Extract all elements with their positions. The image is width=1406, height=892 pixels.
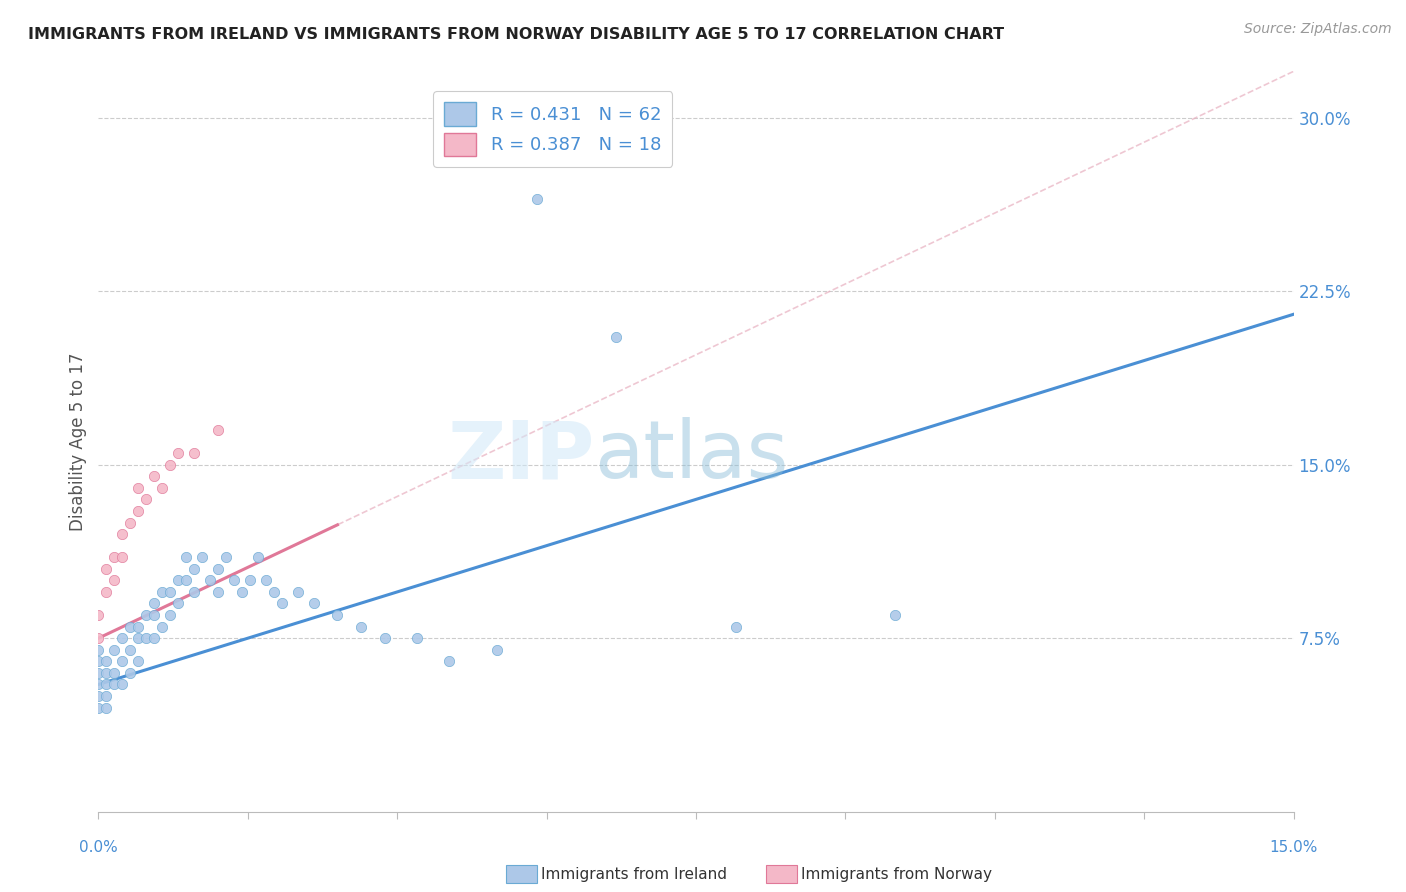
Text: 15.0%: 15.0% bbox=[1270, 840, 1317, 855]
Point bbox=[167, 574, 190, 588]
Point bbox=[263, 585, 285, 599]
Point bbox=[111, 527, 134, 541]
Text: 0.0%: 0.0% bbox=[79, 840, 118, 855]
Point bbox=[174, 574, 197, 588]
Point bbox=[207, 562, 229, 576]
Point bbox=[302, 597, 325, 611]
Point bbox=[605, 330, 627, 344]
Point bbox=[96, 665, 118, 680]
Point bbox=[111, 654, 134, 668]
Point bbox=[183, 562, 205, 576]
Point bbox=[127, 654, 149, 668]
Point bbox=[103, 574, 125, 588]
Point bbox=[183, 446, 205, 460]
Point bbox=[143, 608, 166, 623]
Point bbox=[222, 574, 245, 588]
Point bbox=[120, 665, 142, 680]
Point bbox=[103, 665, 125, 680]
Point bbox=[191, 550, 214, 565]
Point bbox=[239, 574, 262, 588]
Point bbox=[150, 585, 173, 599]
Point bbox=[96, 585, 118, 599]
Point bbox=[143, 597, 166, 611]
Point bbox=[127, 481, 149, 495]
Point bbox=[207, 423, 229, 437]
Point bbox=[246, 550, 269, 565]
Point bbox=[326, 608, 349, 623]
Point bbox=[96, 562, 118, 576]
Point bbox=[231, 585, 253, 599]
Point bbox=[87, 700, 110, 714]
Point bbox=[143, 631, 166, 645]
Point bbox=[143, 469, 166, 483]
Point bbox=[287, 585, 309, 599]
Point bbox=[167, 597, 190, 611]
Point bbox=[111, 631, 134, 645]
Point bbox=[111, 677, 134, 691]
Point bbox=[111, 550, 134, 565]
Point bbox=[96, 654, 118, 668]
Point bbox=[159, 585, 181, 599]
Point bbox=[127, 631, 149, 645]
Point bbox=[87, 608, 110, 623]
Point bbox=[159, 458, 181, 472]
Point bbox=[96, 677, 118, 691]
Point bbox=[437, 654, 460, 668]
Point bbox=[150, 619, 173, 633]
Point bbox=[159, 608, 181, 623]
Point bbox=[183, 585, 205, 599]
Point bbox=[87, 642, 110, 657]
Point bbox=[406, 631, 429, 645]
Point bbox=[135, 492, 157, 507]
Point bbox=[103, 677, 125, 691]
Point bbox=[270, 597, 292, 611]
Point bbox=[87, 689, 110, 703]
Point bbox=[96, 700, 118, 714]
Point bbox=[120, 516, 142, 530]
Point bbox=[120, 619, 142, 633]
Point bbox=[103, 550, 125, 565]
Point bbox=[87, 677, 110, 691]
Text: IMMIGRANTS FROM IRELAND VS IMMIGRANTS FROM NORWAY DISABILITY AGE 5 TO 17 CORRELA: IMMIGRANTS FROM IRELAND VS IMMIGRANTS FR… bbox=[28, 27, 1004, 42]
Point bbox=[87, 654, 110, 668]
Point bbox=[127, 504, 149, 518]
Point bbox=[485, 642, 508, 657]
Point bbox=[350, 619, 373, 633]
Point bbox=[374, 631, 396, 645]
Point bbox=[198, 574, 221, 588]
Y-axis label: Disability Age 5 to 17: Disability Age 5 to 17 bbox=[69, 352, 87, 531]
Point bbox=[526, 192, 548, 206]
Point bbox=[254, 574, 277, 588]
Legend: R = 0.431   N = 62, R = 0.387   N = 18: R = 0.431 N = 62, R = 0.387 N = 18 bbox=[433, 92, 672, 167]
Point bbox=[167, 446, 190, 460]
Text: Immigrants from Norway: Immigrants from Norway bbox=[801, 867, 993, 881]
Point bbox=[207, 585, 229, 599]
Point bbox=[87, 631, 110, 645]
Point bbox=[135, 631, 157, 645]
Text: atlas: atlas bbox=[595, 417, 789, 495]
Point bbox=[724, 619, 747, 633]
Point bbox=[150, 481, 173, 495]
Point bbox=[103, 642, 125, 657]
Point bbox=[87, 665, 110, 680]
Point bbox=[127, 619, 149, 633]
Point bbox=[215, 550, 238, 565]
Point bbox=[96, 689, 118, 703]
Point bbox=[884, 608, 907, 623]
Text: Source: ZipAtlas.com: Source: ZipAtlas.com bbox=[1244, 22, 1392, 37]
Point bbox=[174, 550, 197, 565]
Text: ZIP: ZIP bbox=[447, 417, 595, 495]
Point bbox=[135, 608, 157, 623]
Point bbox=[120, 642, 142, 657]
Text: Immigrants from Ireland: Immigrants from Ireland bbox=[541, 867, 727, 881]
